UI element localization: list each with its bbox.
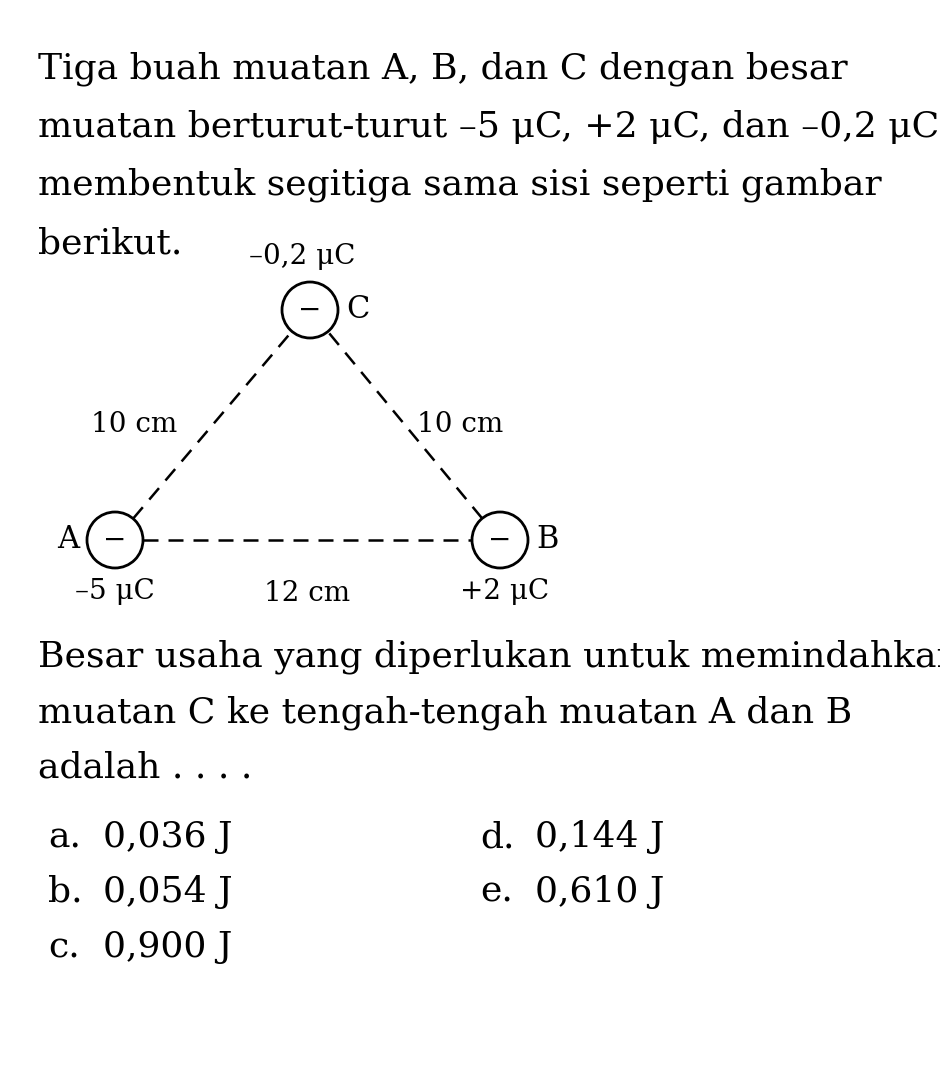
Text: 10 cm: 10 cm bbox=[91, 411, 178, 438]
Text: 0,900 J: 0,900 J bbox=[103, 930, 232, 964]
Text: 10 cm: 10 cm bbox=[417, 411, 503, 438]
Text: 0,610 J: 0,610 J bbox=[535, 875, 665, 909]
Text: –5 μC: –5 μC bbox=[75, 578, 155, 605]
Text: A: A bbox=[57, 525, 79, 556]
Text: c.: c. bbox=[48, 930, 80, 964]
Circle shape bbox=[472, 512, 528, 568]
Circle shape bbox=[87, 512, 143, 568]
Text: muatan berturut-turut –5 μC, +2 μC, dan –0,2 μC: muatan berturut-turut –5 μC, +2 μC, dan … bbox=[38, 110, 939, 144]
Text: 0,144 J: 0,144 J bbox=[535, 820, 665, 854]
Circle shape bbox=[282, 282, 338, 338]
Text: muatan C ke tengah-tengah muatan A dan B: muatan C ke tengah-tengah muatan A dan B bbox=[38, 695, 853, 729]
Text: B: B bbox=[536, 525, 558, 556]
Text: Tiga buah muatan A, B, dan C dengan besar: Tiga buah muatan A, B, dan C dengan besa… bbox=[38, 52, 848, 87]
Text: −: − bbox=[489, 527, 511, 554]
Text: a.: a. bbox=[48, 820, 81, 854]
Text: C: C bbox=[346, 295, 369, 326]
Text: adalah . . . .: adalah . . . . bbox=[38, 750, 252, 784]
Text: berikut.: berikut. bbox=[38, 226, 182, 260]
Text: Besar usaha yang diperlukan untuk memindahkan: Besar usaha yang diperlukan untuk memind… bbox=[38, 640, 940, 675]
Text: 0,036 J: 0,036 J bbox=[103, 820, 232, 854]
Text: +2 μC: +2 μC bbox=[461, 578, 550, 605]
Text: −: − bbox=[103, 527, 127, 554]
Text: 0,054 J: 0,054 J bbox=[103, 875, 232, 909]
Text: e.: e. bbox=[480, 875, 513, 909]
Text: b.: b. bbox=[48, 875, 83, 909]
Text: d.: d. bbox=[480, 820, 514, 854]
Text: −: − bbox=[298, 297, 321, 323]
Text: –0,2 μC: –0,2 μC bbox=[249, 243, 355, 270]
Text: 12 cm: 12 cm bbox=[264, 580, 351, 607]
Text: membentuk segitiga sama sisi seperti gambar: membentuk segitiga sama sisi seperti gam… bbox=[38, 168, 882, 202]
